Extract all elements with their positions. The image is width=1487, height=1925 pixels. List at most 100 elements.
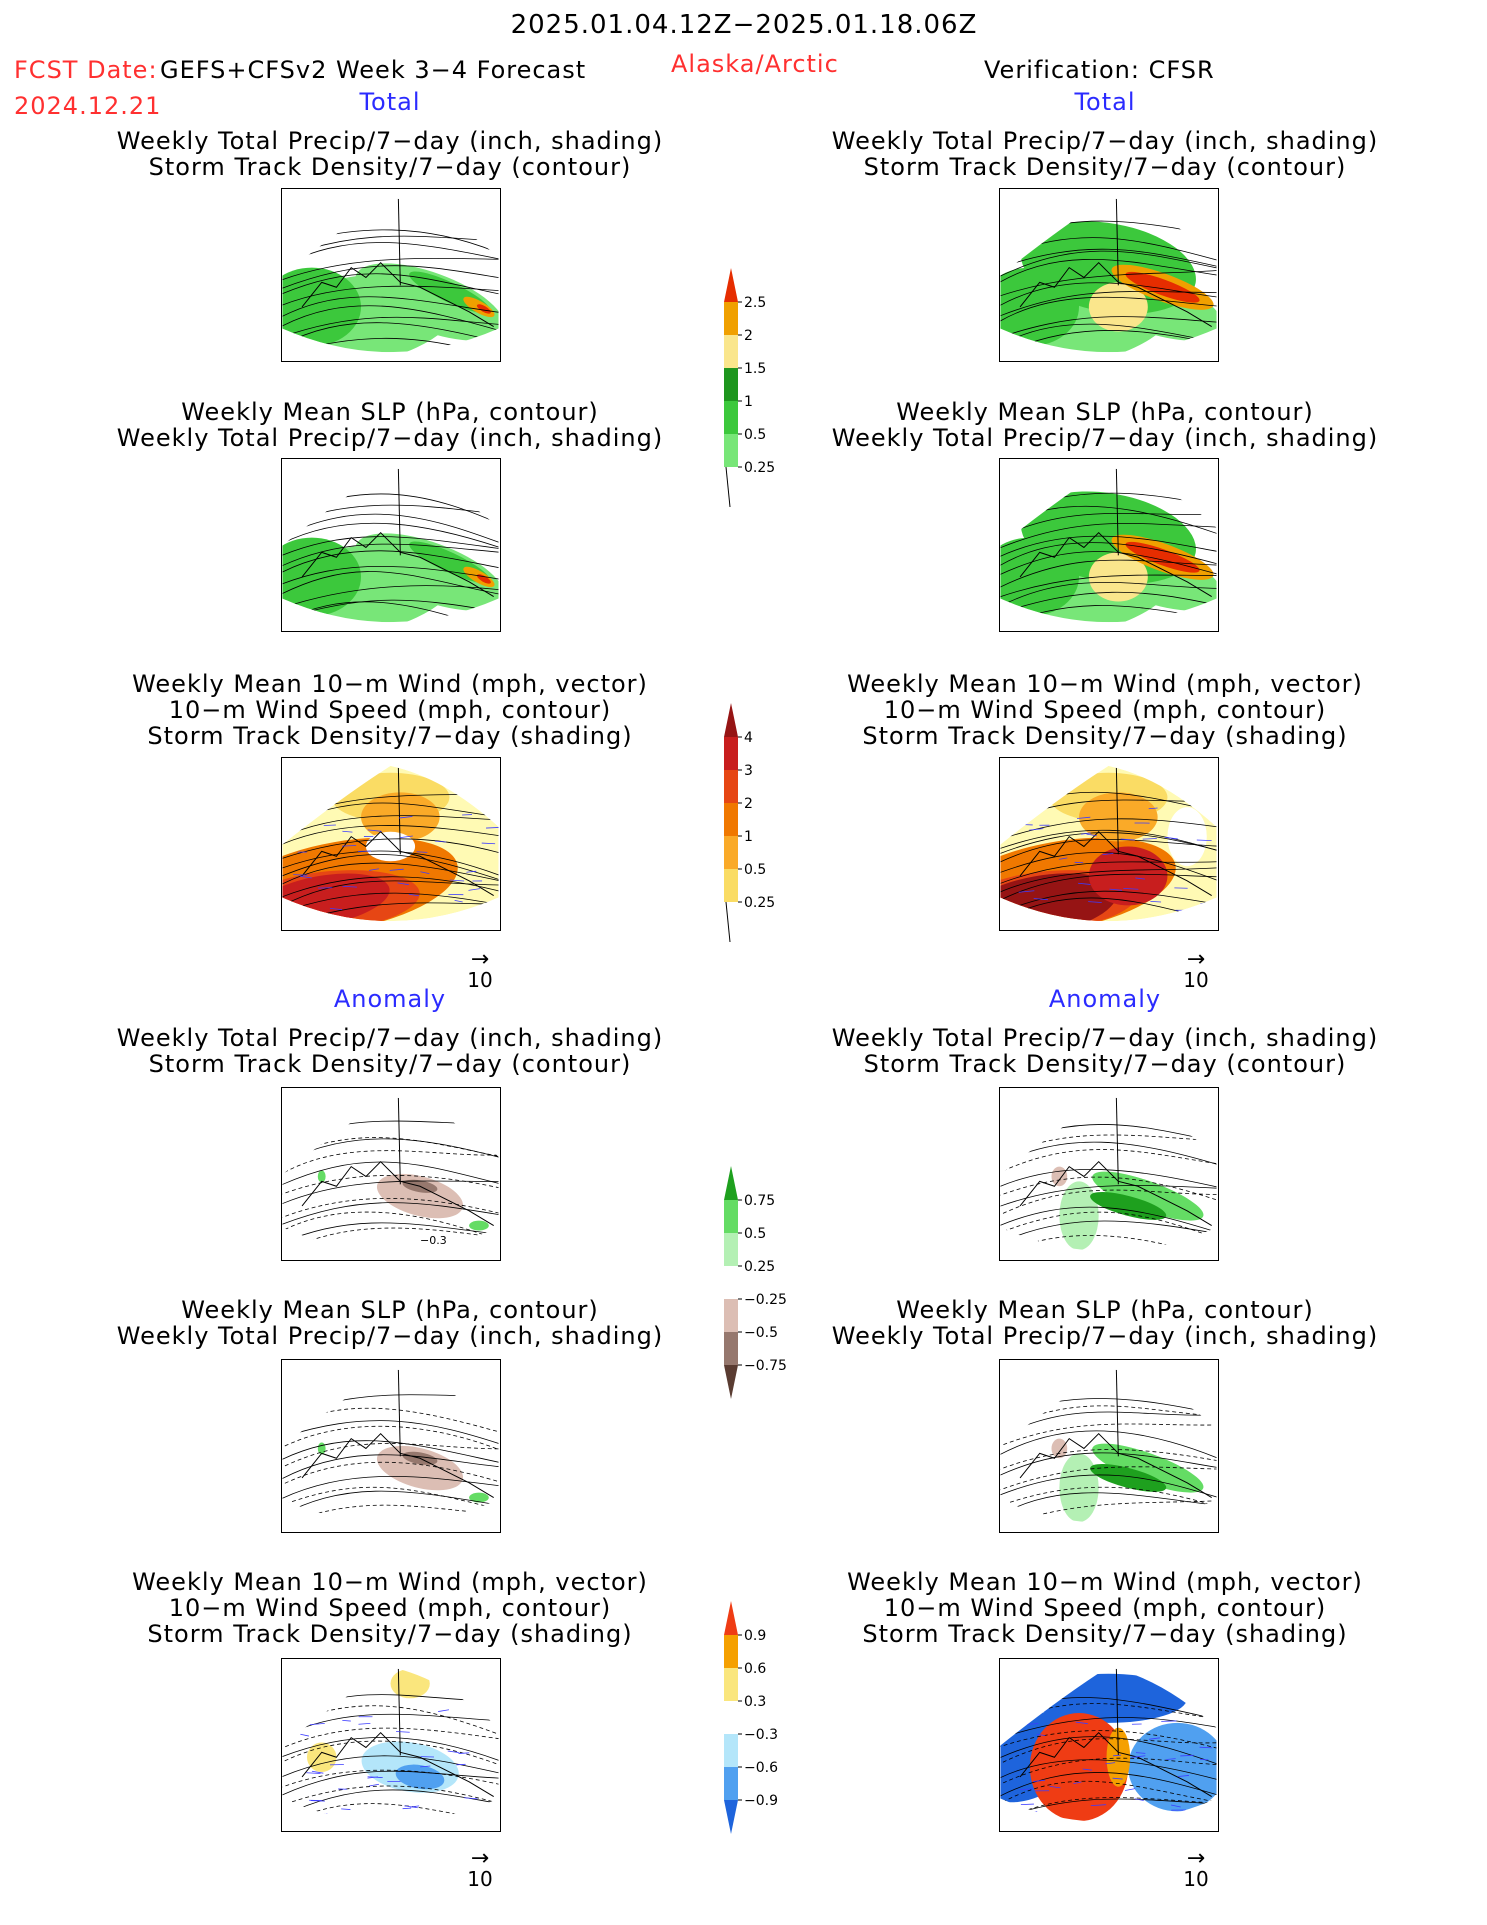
colorbar-tick-label: 0.5: [744, 427, 766, 443]
colorbar-tick-label: 0.25: [744, 460, 775, 476]
contour-line: [1000, 1134, 1217, 1162]
colorbar-tick-label: 3: [744, 763, 753, 779]
colorbar-bin: [724, 803, 738, 836]
title-line: Weekly Total Precip/7−day (inch, shading…: [831, 424, 1379, 452]
map-svg: [282, 196, 499, 353]
contour-line: [282, 585, 499, 612]
section-anomaly-left: Anomaly: [333, 985, 447, 1013]
wind-vector: [342, 885, 357, 888]
colorbar-tick-label: 2.5: [744, 295, 766, 311]
map-field: [282, 1367, 499, 1524]
period-title: 2025.01.04.12Z−2025.01.18.06Z: [510, 10, 978, 40]
border-line: [397, 1097, 401, 1185]
arrow-right-icon: →: [470, 1846, 490, 1871]
vector-reference-anom-obs: → 10: [1176, 1848, 1216, 1892]
contour-line: [1000, 818, 1217, 843]
colorbar-bin: [724, 1734, 738, 1767]
wind-vector: [486, 826, 499, 829]
wind-vector: [306, 1772, 321, 1774]
contour-line: [282, 1785, 499, 1810]
coastline: [1019, 532, 1212, 598]
shading-area: [282, 1095, 499, 1252]
wind-vector: [1125, 1788, 1136, 1791]
colorbar-tick-label: −0.6: [744, 1760, 778, 1776]
shading-area: [1106, 1727, 1131, 1787]
shading-area: [1088, 282, 1148, 332]
contour-line: [282, 854, 499, 883]
shading-area: [306, 1742, 337, 1773]
contour-line: [282, 1490, 499, 1521]
region-title: Alaska/Arctic: [671, 50, 839, 78]
colorbar-bin: [724, 1635, 738, 1668]
wind-vector: [1120, 838, 1135, 841]
coastline: [301, 1161, 494, 1227]
map-precip-storm-anom-fcst: −0.3: [281, 1087, 501, 1261]
contour-label: −0.3: [420, 1234, 447, 1247]
title-line: Weekly Mean SLP (hPa, contour): [181, 1296, 599, 1324]
contour-line: [1000, 542, 1217, 572]
contour-line: [1000, 1772, 1217, 1802]
colorbar-bin: [724, 1767, 738, 1800]
contour-line: [1000, 1757, 1217, 1790]
map-slp-precip-total-obs: [999, 458, 1219, 632]
map-wind-anom-fcst: [281, 1658, 501, 1832]
wind-vector: [367, 1776, 379, 1779]
colorbar-bottom-tail: [725, 901, 731, 943]
shading-area: [390, 1668, 430, 1699]
colorbar-tick-label: 1: [744, 829, 753, 845]
border-line: [397, 468, 401, 556]
border-line: [397, 1668, 401, 1756]
wind-vector: [1019, 1788, 1034, 1791]
wind-vector: [1177, 1775, 1190, 1777]
border-line: [397, 1369, 401, 1457]
wind-vector: [449, 879, 465, 882]
contour-line: [282, 1803, 499, 1823]
colorbar-top-tip: [724, 268, 738, 302]
contour-line: [1000, 852, 1217, 885]
contour-line: [1000, 1717, 1217, 1742]
contour-line: [1000, 1149, 1217, 1178]
vector-reference-value: 10: [1183, 1867, 1209, 1891]
wind-vector: [1166, 1758, 1176, 1760]
colorbar-tick-label: 4: [744, 730, 753, 746]
wind-vector: [468, 888, 481, 891]
wind-vector: [464, 1797, 478, 1800]
contour-line: [1000, 291, 1217, 321]
wind-vector: [1058, 857, 1068, 860]
contour-line: [1000, 866, 1217, 897]
contour-line: [282, 550, 499, 578]
map-svg: [1000, 765, 1217, 922]
wind-vector: [420, 1765, 431, 1768]
colorbar-tick-label: 1: [744, 394, 753, 410]
title-line: Weekly Mean 10−m Wind (mph, vector): [132, 670, 648, 698]
wind-vector: [458, 1752, 470, 1754]
wind-vector: [1123, 888, 1139, 890]
colorbar-bottom-tail: [725, 466, 731, 508]
wind-vector: [438, 1709, 450, 1712]
wind-vector: [1088, 901, 1102, 903]
vector-reference-total-fcst: → 10: [460, 949, 500, 993]
contour-line: [1000, 1759, 1217, 1783]
map-precip-storm-anom-obs: [999, 1087, 1219, 1261]
wind-vector: [1135, 877, 1145, 880]
colorbar-bin: [724, 1200, 738, 1233]
colorbar-svg: 0.75 0.5 0.25 −0.25 −0.5 −0.75: [724, 1166, 787, 1399]
colorbar-svg: 4 3 2 1 0.5 0.25: [724, 703, 775, 943]
wind-vector: [1196, 806, 1208, 808]
map-svg: [1000, 196, 1217, 353]
colorbar-bin: [724, 1332, 738, 1365]
contour-line: [282, 1736, 499, 1765]
coastline: [301, 262, 494, 328]
colorbar-top-tip: [724, 1166, 738, 1200]
contour-line: [282, 1769, 499, 1792]
contour-line: [282, 1161, 499, 1190]
colorbar-tick-label: 0.3: [744, 1694, 766, 1710]
contour-line: [282, 571, 499, 599]
vector-reference-value: 10: [467, 1867, 493, 1891]
wind-vector: [1150, 901, 1162, 903]
contour-line: [282, 892, 499, 917]
contour-line: [1000, 1176, 1217, 1204]
map-field: [282, 1666, 499, 1823]
wind-vector: [408, 893, 419, 897]
colorbar-bin: [724, 770, 738, 803]
